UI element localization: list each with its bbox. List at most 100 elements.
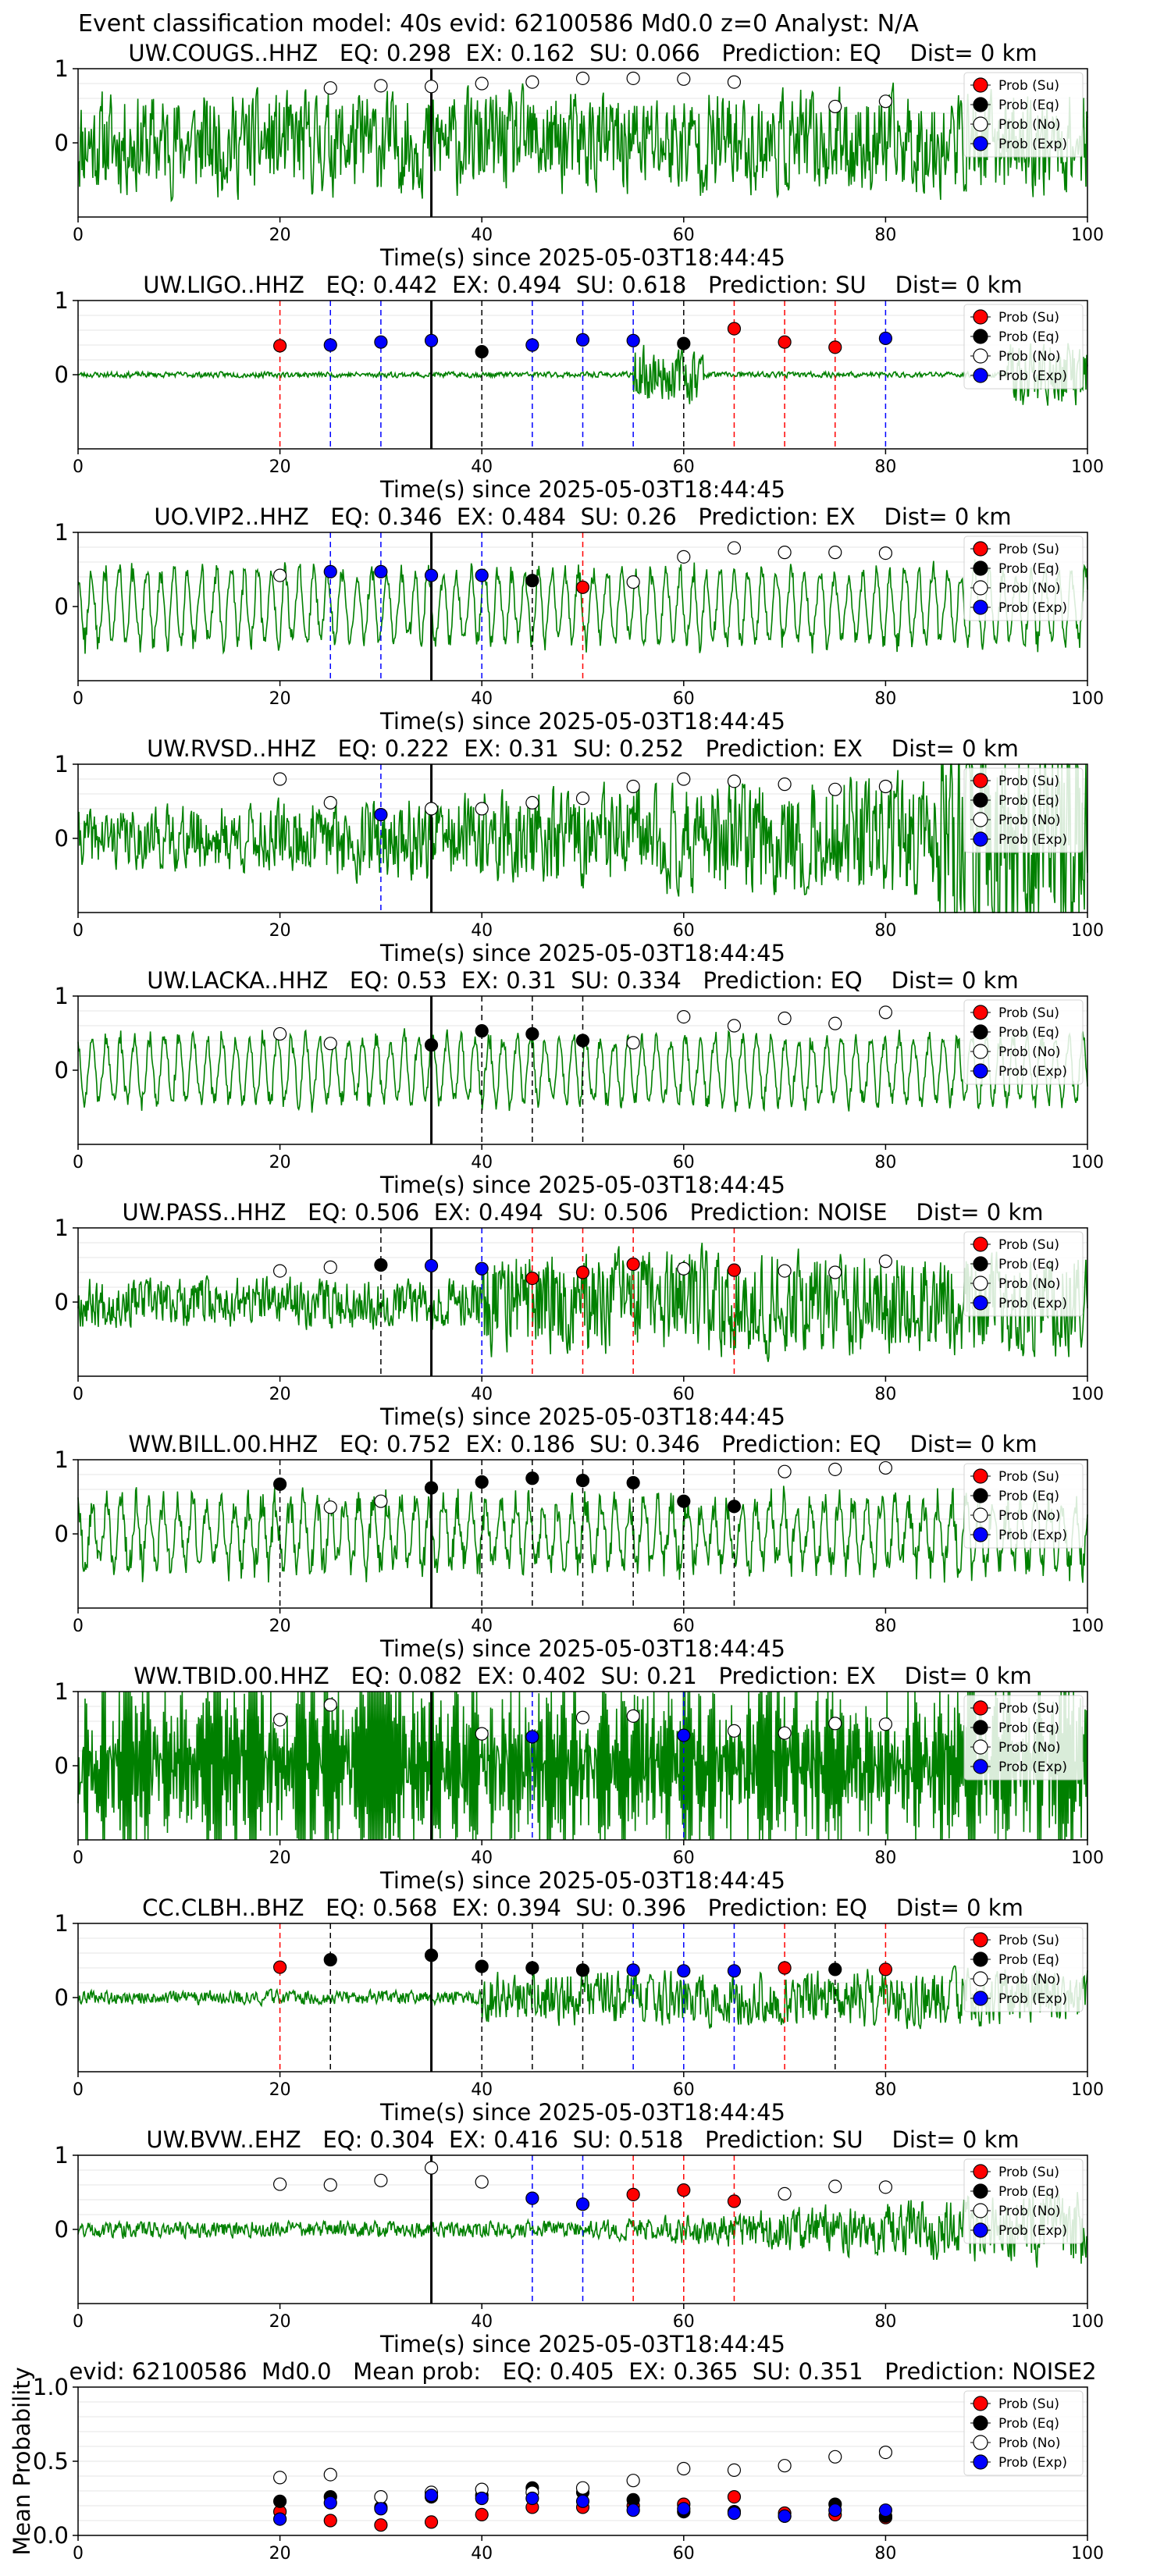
legend-label-exp: Prob (Exp) [998, 137, 1067, 152]
station-panel-10: UW.BVW..EHZ EQ: 0.304 EX: 0.416 SU: 0.51… [55, 2126, 1104, 2357]
legend-marker-eq [973, 1488, 988, 1503]
x-tick-label: 40 [471, 457, 493, 477]
x-tick-label: 40 [471, 1848, 493, 1868]
prob-marker-no [273, 1713, 287, 1727]
x-tick-label: 80 [874, 2544, 896, 2564]
prob-marker-no [878, 2180, 893, 2194]
legend-label-no: Prob (No) [998, 1044, 1061, 1060]
prob-marker-eq [525, 1026, 539, 1041]
prob-marker-su [273, 339, 287, 353]
mean-marker-no [626, 2474, 640, 2488]
x-tick-label: 20 [269, 1848, 291, 1868]
x-tick-label: 0 [73, 1153, 84, 1172]
legend-marker-su [973, 2164, 988, 2179]
x-tick-label: 40 [471, 2544, 493, 2564]
prob-marker-su [273, 1960, 287, 1974]
prob-marker-no [626, 779, 640, 794]
prob-marker-no [778, 1264, 792, 1278]
prob-marker-no [778, 1726, 792, 1740]
y-tick-label: 0 [55, 130, 69, 156]
x-tick-label: 0 [73, 689, 84, 709]
legend-marker-exp [973, 136, 988, 151]
prob-marker-no [828, 1717, 842, 1731]
prob-marker-no [323, 2178, 337, 2192]
y-tick-label: 0 [55, 1289, 69, 1315]
station-panel-4: UW.RVSD..HHZ EQ: 0.222 EX: 0.31 SU: 0.25… [55, 735, 1104, 966]
x-tick-label: 100 [1071, 1617, 1104, 1636]
mean-marker-exp [575, 2494, 590, 2508]
legend-marker-no [973, 348, 988, 364]
prob-marker-eq [575, 1034, 590, 1048]
legend-box [963, 1695, 1084, 1781]
prob-marker-no [525, 795, 539, 810]
legend-label-eq: Prob (Eq) [998, 1489, 1059, 1504]
legend-label-no: Prob (No) [998, 581, 1061, 596]
x-tick-label: 20 [269, 921, 291, 941]
prob-marker-eq [424, 1481, 439, 1495]
mean-marker-exp [677, 2502, 691, 2516]
prob-marker-no [273, 1264, 287, 1278]
prob-marker-exp [525, 338, 539, 352]
prob-marker-no [475, 1727, 489, 1741]
prob-marker-no [828, 782, 842, 796]
legend-marker-exp [973, 1759, 988, 1774]
prob-marker-exp [575, 2197, 590, 2211]
x-tick-label: 100 [1071, 1848, 1104, 1868]
legend-marker-exp [973, 1991, 988, 2006]
x-axis-label: Time(s) since 2025-05-03T18:44:45 [379, 708, 785, 735]
x-tick-label: 100 [1071, 226, 1104, 245]
legend-marker-no [973, 116, 988, 132]
x-tick-label: 20 [269, 1153, 291, 1172]
legend-marker-eq [973, 97, 988, 112]
legend-label-no: Prob (No) [998, 1276, 1061, 1292]
y-tick-label: 1 [55, 1446, 69, 1473]
prob-marker-eq [475, 1024, 489, 1038]
prob-marker-su [727, 322, 742, 336]
legend-marker-no [973, 812, 988, 827]
station-panel-7: WW.BILL.00.HHZ EQ: 0.752 EX: 0.186 SU: 0… [55, 1431, 1104, 1662]
x-tick-label: 0 [73, 2312, 84, 2332]
legend-marker-eq [973, 1256, 988, 1272]
x-axis-label: Time(s) since 2025-05-03T18:44:45 [379, 1172, 785, 1198]
prob-marker-eq [323, 1952, 337, 1967]
legend-marker-no [973, 1276, 988, 1291]
legend-label-eq: Prob (Eq) [998, 329, 1059, 345]
legend-label-no: Prob (No) [998, 2435, 1061, 2451]
prob-marker-no [727, 1019, 742, 1033]
prob-marker-no [626, 575, 640, 589]
x-tick-label: 60 [673, 2080, 695, 2100]
legend-marker-exp [973, 2454, 988, 2470]
y-tick-label: 1 [55, 287, 69, 314]
x-tick-label: 80 [874, 2080, 896, 2100]
legend-marker-no [973, 580, 988, 596]
legend-box [963, 72, 1084, 158]
mean-probability-panel: evid: 62100586 Md0.0 Mean prob: EQ: 0.40… [9, 2358, 1104, 2564]
panel-title: WW.BILL.00.HHZ EQ: 0.752 EX: 0.186 SU: 0… [128, 1431, 1037, 1457]
y-tick-label: 0 [55, 1521, 69, 1547]
prob-marker-no [475, 2175, 489, 2189]
legend-label-su: Prob (Su) [998, 78, 1059, 94]
prob-marker-no [828, 99, 842, 114]
legend-label-eq: Prob (Eq) [998, 1952, 1059, 1968]
legend-box [963, 2390, 1084, 2476]
waveform-trace [77, 343, 1088, 406]
panel-title: UW.RVSD..HHZ EQ: 0.222 EX: 0.31 SU: 0.25… [147, 735, 1019, 762]
y-tick-label: 1 [55, 751, 69, 777]
x-tick-label: 100 [1071, 921, 1104, 941]
x-tick-label: 100 [1071, 1153, 1104, 1172]
prob-marker-eq [575, 1473, 590, 1488]
prob-marker-exp [575, 333, 590, 347]
prob-marker-eq [525, 1961, 539, 1975]
y-axis-label: Mean Probability [9, 2367, 35, 2556]
figure-suptitle: Event classification model: 40s evid: 62… [78, 10, 919, 37]
prob-marker-no [778, 777, 792, 792]
mean-marker-no [575, 2481, 590, 2495]
prob-marker-no [323, 81, 337, 95]
prob-marker-exp [424, 568, 439, 582]
legend-label-su: Prob (Su) [998, 542, 1059, 557]
legend-label-no: Prob (No) [998, 1508, 1061, 1524]
y-tick-label: 1 [55, 55, 69, 82]
y-tick-label: 0 [55, 593, 69, 620]
prob-marker-no [878, 1005, 893, 1019]
y-tick-label: 0 [55, 2216, 69, 2243]
